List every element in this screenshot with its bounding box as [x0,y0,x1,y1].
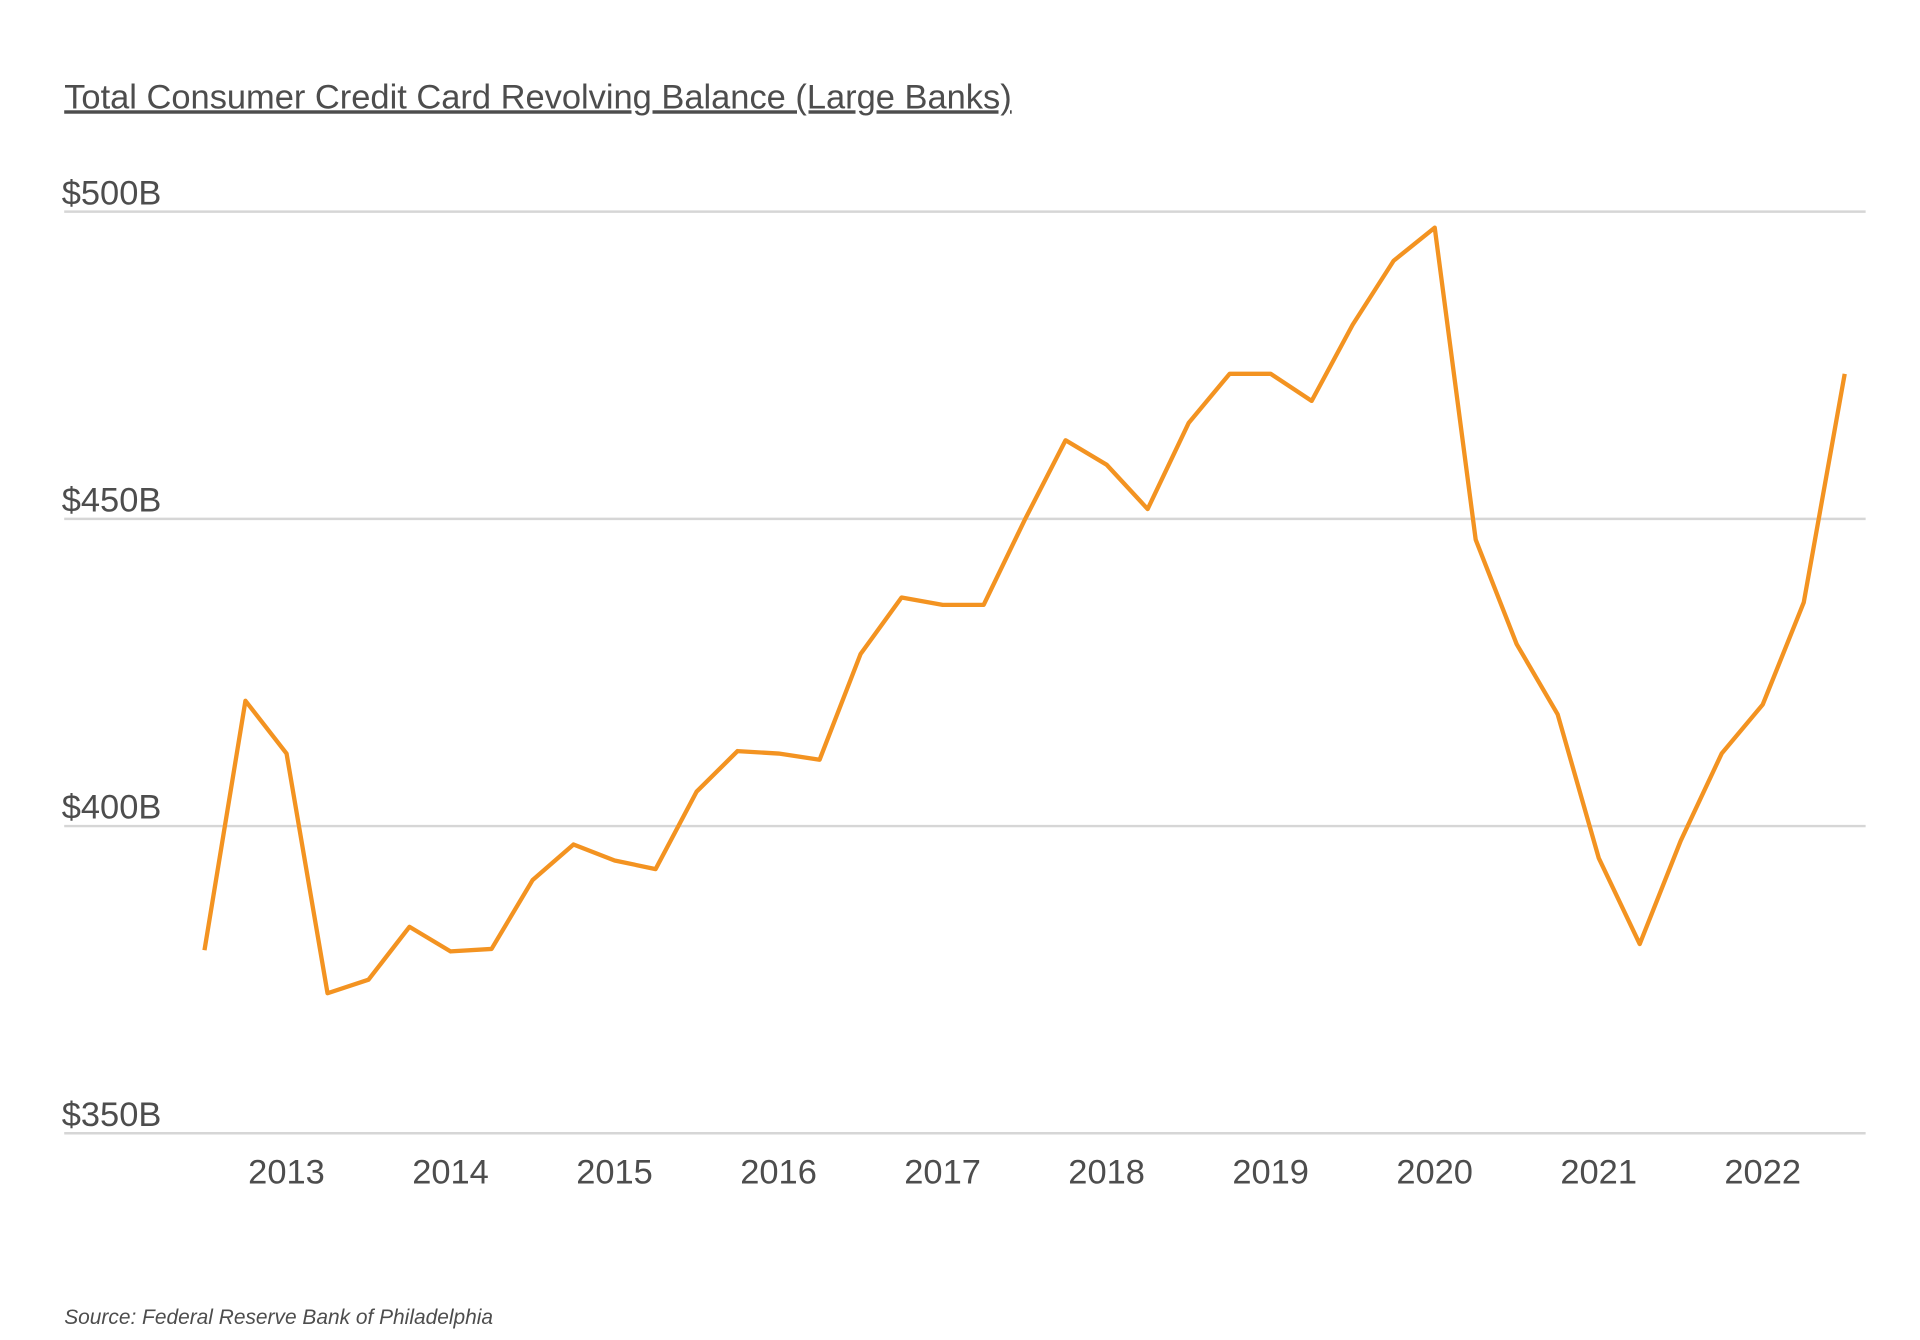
x-tick-label: 2018 [1068,1154,1145,1192]
x-tick-label: 2013 [248,1154,325,1192]
x-tick-label: 2021 [1560,1154,1637,1192]
y-tick-label: $500B [62,174,162,212]
x-tick-label: 2014 [412,1154,489,1192]
x-tick-label: 2015 [576,1154,653,1192]
source-note: Source: Federal Reserve Bank of Philadel… [64,1306,493,1329]
y-tick-label: $450B [62,481,162,519]
y-tick-label: $350B [62,1096,162,1134]
chart-title: Total Consumer Credit Card Revolving Bal… [64,78,1011,116]
x-tick-label: 2019 [1232,1154,1309,1192]
series-line [202,225,1847,996]
y-tick-label: $400B [62,789,162,827]
x-tick-label: 2016 [740,1154,817,1192]
x-tick-label: 2017 [904,1154,981,1192]
x-tick-label: 2022 [1724,1154,1801,1192]
x-tick-label: 2020 [1396,1154,1473,1192]
